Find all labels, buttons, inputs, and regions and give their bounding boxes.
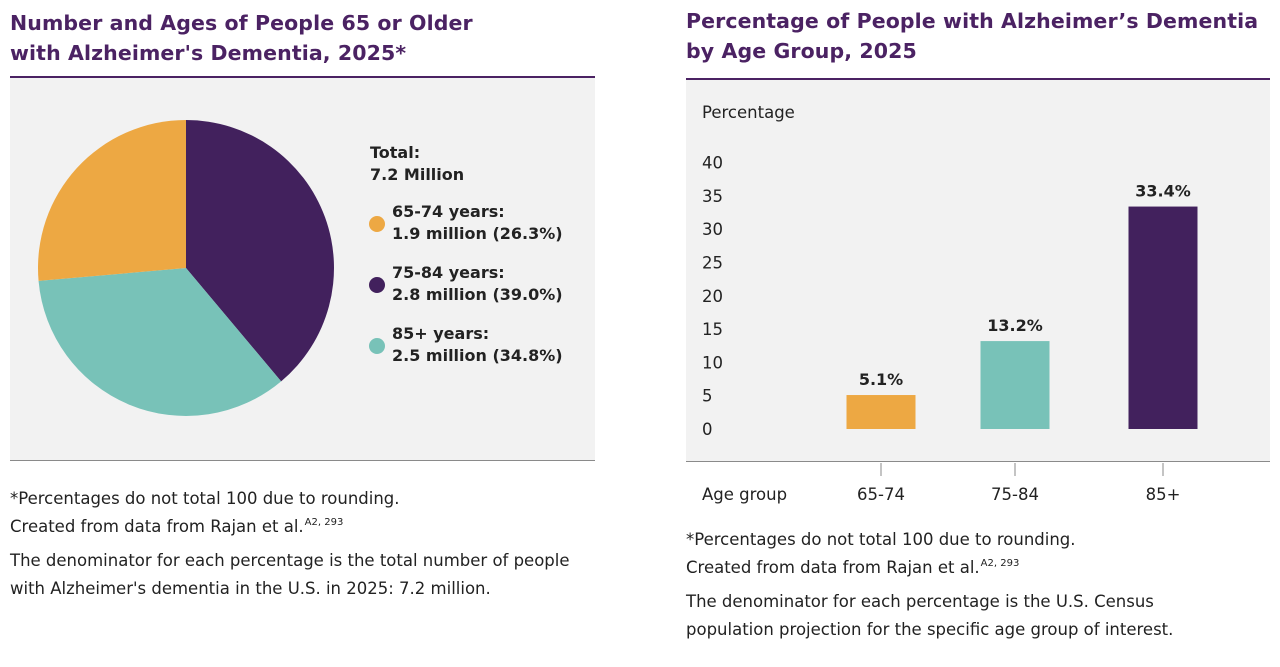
y-tick-label: 0 [702, 420, 713, 439]
legend-label-75-84: 75-84 years: [392, 263, 505, 282]
bar-note-source: Created from data from Rajan et al.A2, 2… [686, 554, 1173, 582]
legend-swatch-65-74 [369, 216, 385, 232]
legend-value-65-74: 1.9 million (26.3%) [392, 224, 563, 243]
y-tick-label: 35 [702, 187, 723, 206]
pie-note-source-text: Created from data from Rajan et al. [10, 517, 304, 536]
bar-title-rule [686, 78, 1270, 80]
x-tick-label: 85+ [1146, 485, 1181, 504]
pie-notes: *Percentages do not total 100 due to rou… [10, 485, 570, 603]
pie-legend: Total: 7.2 Million 65-74 years: 1.9 mill… [369, 142, 590, 369]
y-tick-label: 40 [702, 154, 723, 173]
pie-title-rule [10, 76, 595, 78]
pie-chart [37, 120, 334, 416]
bar-chart-title: Percentage of People with Alzheimer’s De… [686, 6, 1276, 66]
bar-note-denominator-2: population projection for the specific a… [686, 620, 1174, 639]
pie-note-denominator-2: with Alzheimer's dementia in the U.S. in… [10, 579, 491, 598]
bar-chart: Percentage 0 5 10 15 20 25 30 35 40 5.1% 65-74 13.2%… [702, 103, 1198, 504]
pie-title-line-1: Number and Ages of People 65 or Older [10, 11, 473, 35]
legend-value-85-plus: 2.5 million (34.8%) [392, 346, 563, 365]
legend-value-75-84: 2.8 million (39.0%) [392, 285, 563, 304]
bar-note-source-text: Created from data from Rajan et al. [686, 558, 980, 577]
pie-note-source-ref: A2, 293 [304, 517, 344, 528]
x-axis-label: Age group [702, 485, 787, 504]
pie-note-rounding: *Percentages do not total 100 due to rou… [10, 489, 400, 508]
pie-title-line-2: with Alzheimer's Dementia, 2025* [10, 41, 407, 65]
y-tick-label: 25 [702, 254, 723, 273]
legend-item-65-74: 65-74 years: 1.9 million (26.3%) [369, 201, 590, 247]
y-tick-label: 15 [702, 320, 723, 339]
y-tick-label: 5 [702, 387, 713, 406]
pie-chart-title: Number and Ages of People 65 or Older wi… [10, 8, 600, 68]
legend-label-85-plus: 85+ years: [392, 324, 490, 343]
legend-label-65-74: 65-74 years: [392, 202, 505, 221]
bar-title-line-2: by Age Group, 2025 [686, 39, 917, 63]
pie-total-value: 7.2 Million [370, 165, 465, 184]
legend-item-85-plus: 85+ years: 2.5 million (34.8%) [369, 323, 590, 369]
legend-swatch-75-84 [369, 277, 385, 293]
x-tick-label: 65-74 [857, 485, 905, 504]
bar-85-plus [1128, 206, 1198, 429]
bar-notes: *Percentages do not total 100 due to rou… [686, 526, 1173, 644]
bar-value-label: 13.2% [987, 316, 1043, 335]
y-axis-label: Percentage [702, 103, 795, 122]
pie-total: Total: 7.2 Million [370, 142, 590, 186]
bar-65-74 [846, 395, 916, 429]
pie-note-source: Created from data from Rajan et al.A2, 2… [10, 513, 570, 541]
pie-slice-75-84 [186, 120, 334, 382]
bar-title-line-1: Percentage of People with Alzheimer’s De… [686, 9, 1259, 33]
x-tick-label: 75-84 [991, 485, 1039, 504]
bar-value-label: 5.1% [859, 370, 903, 389]
pie-note-denominator-1: The denominator for each percentage is t… [10, 551, 570, 570]
y-tick-label: 30 [702, 220, 723, 239]
pie-chart-panel: Total: 7.2 Million 65-74 years: 1.9 mill… [10, 78, 595, 461]
legend-swatch-85-plus [369, 338, 385, 354]
y-tick-label: 20 [702, 287, 723, 306]
y-tick-label: 10 [702, 353, 723, 372]
pie-slice-85-plus [38, 268, 282, 416]
bar-value-label: 33.4% [1135, 182, 1191, 201]
pie-total-label: Total: [370, 143, 421, 162]
bar-75-84 [980, 341, 1050, 429]
bar-note-source-ref: A2, 293 [980, 558, 1020, 569]
legend-item-75-84: 75-84 years: 2.8 million (39.0%) [369, 262, 590, 308]
bar-note-rounding: *Percentages do not total 100 due to rou… [686, 530, 1076, 549]
pie-slice-65-74 [37, 120, 186, 281]
bar-note-denominator-1: The denominator for each percentage is t… [686, 592, 1154, 611]
